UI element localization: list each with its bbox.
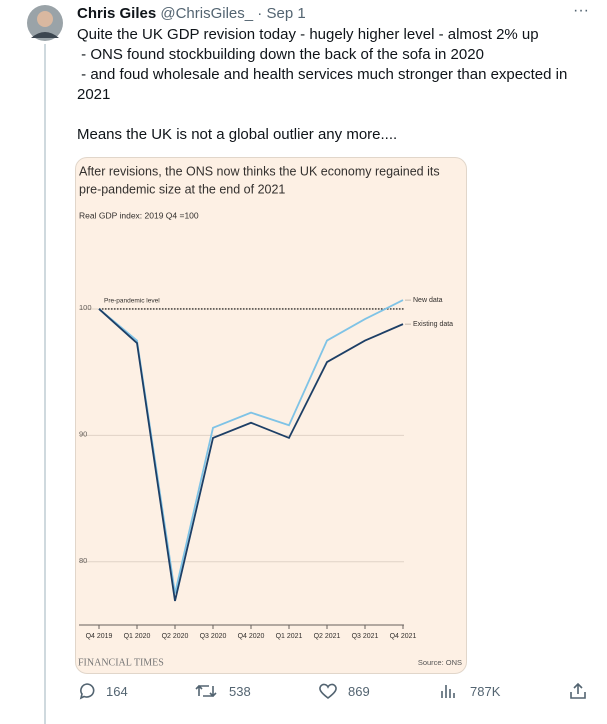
like-icon[interactable] xyxy=(318,682,338,700)
x-tick-label: Q3 2020 xyxy=(200,633,227,640)
avatar[interactable] xyxy=(26,4,64,42)
x-tick-label: Q1 2021 xyxy=(276,633,303,640)
y-tick-label: 100 xyxy=(79,303,92,312)
y-tick-label: 90 xyxy=(79,429,87,438)
media-card[interactable]: After revisions, the ONS now thinks the … xyxy=(75,157,467,674)
reference-label: Pre-pandemic level xyxy=(104,298,160,305)
more-button[interactable]: ··· xyxy=(573,2,589,19)
thread-line xyxy=(44,44,46,724)
y-tick-label: 80 xyxy=(79,556,87,565)
x-tick-label: Q4 2020 xyxy=(238,633,265,640)
chart-title-2: pre-pandemic size at the end of 2021 xyxy=(79,182,285,196)
tweet-text: Quite the UK GDP revision today - hugely… xyxy=(77,25,592,145)
logo: FINANCIAL TIMES xyxy=(78,657,164,668)
handle[interactable]: @ChrisGiles_ xyxy=(160,5,254,22)
share-icon[interactable] xyxy=(569,682,587,700)
reply-count: 164 xyxy=(106,684,128,699)
tweet-line: - and foud wholesale and health services… xyxy=(77,66,572,103)
tweet-line: Quite the UK GDP revision today - hugely… xyxy=(77,26,539,43)
reply-icon[interactable] xyxy=(78,682,96,700)
series-line xyxy=(98,308,404,602)
views-icon[interactable] xyxy=(440,683,456,699)
author-name[interactable]: Chris Giles xyxy=(77,5,157,22)
chart-title-1: After revisions, the ONS now thinks the … xyxy=(79,164,440,178)
x-tick-label: Q1 2020 xyxy=(124,633,151,640)
timestamp[interactable]: Sep 1 xyxy=(266,5,306,22)
action-bar: 164 538 869 787K xyxy=(0,680,607,704)
x-tick-label: Q3 2021 xyxy=(352,633,379,640)
legend-label: New data xyxy=(413,297,443,304)
tweet-line: Means the UK is not a global outlier any… xyxy=(77,126,398,143)
x-tick-label: Q4 2019 xyxy=(86,633,113,640)
tweet-header: Chris Giles @ChrisGiles_ · Sep 1 xyxy=(77,5,306,22)
retweet-count: 538 xyxy=(229,684,251,699)
retweet-icon[interactable] xyxy=(195,682,217,700)
x-tick-label: Q4 2021 xyxy=(390,633,417,640)
view-count: 787K xyxy=(470,684,501,699)
tweet-line: - ONS found stockbuilding down the back … xyxy=(77,46,484,63)
legend-label: Existing data xyxy=(413,321,453,328)
like-count: 869 xyxy=(348,684,370,699)
chart-subtitle: Real GDP index: 2019 Q4 =100 xyxy=(79,210,199,220)
x-tick-label: Q2 2020 xyxy=(162,633,189,640)
source: Source: ONS xyxy=(418,658,462,667)
x-tick-label: Q2 2021 xyxy=(314,633,341,640)
chart: After revisions, the ONS now thinks the … xyxy=(78,164,462,668)
